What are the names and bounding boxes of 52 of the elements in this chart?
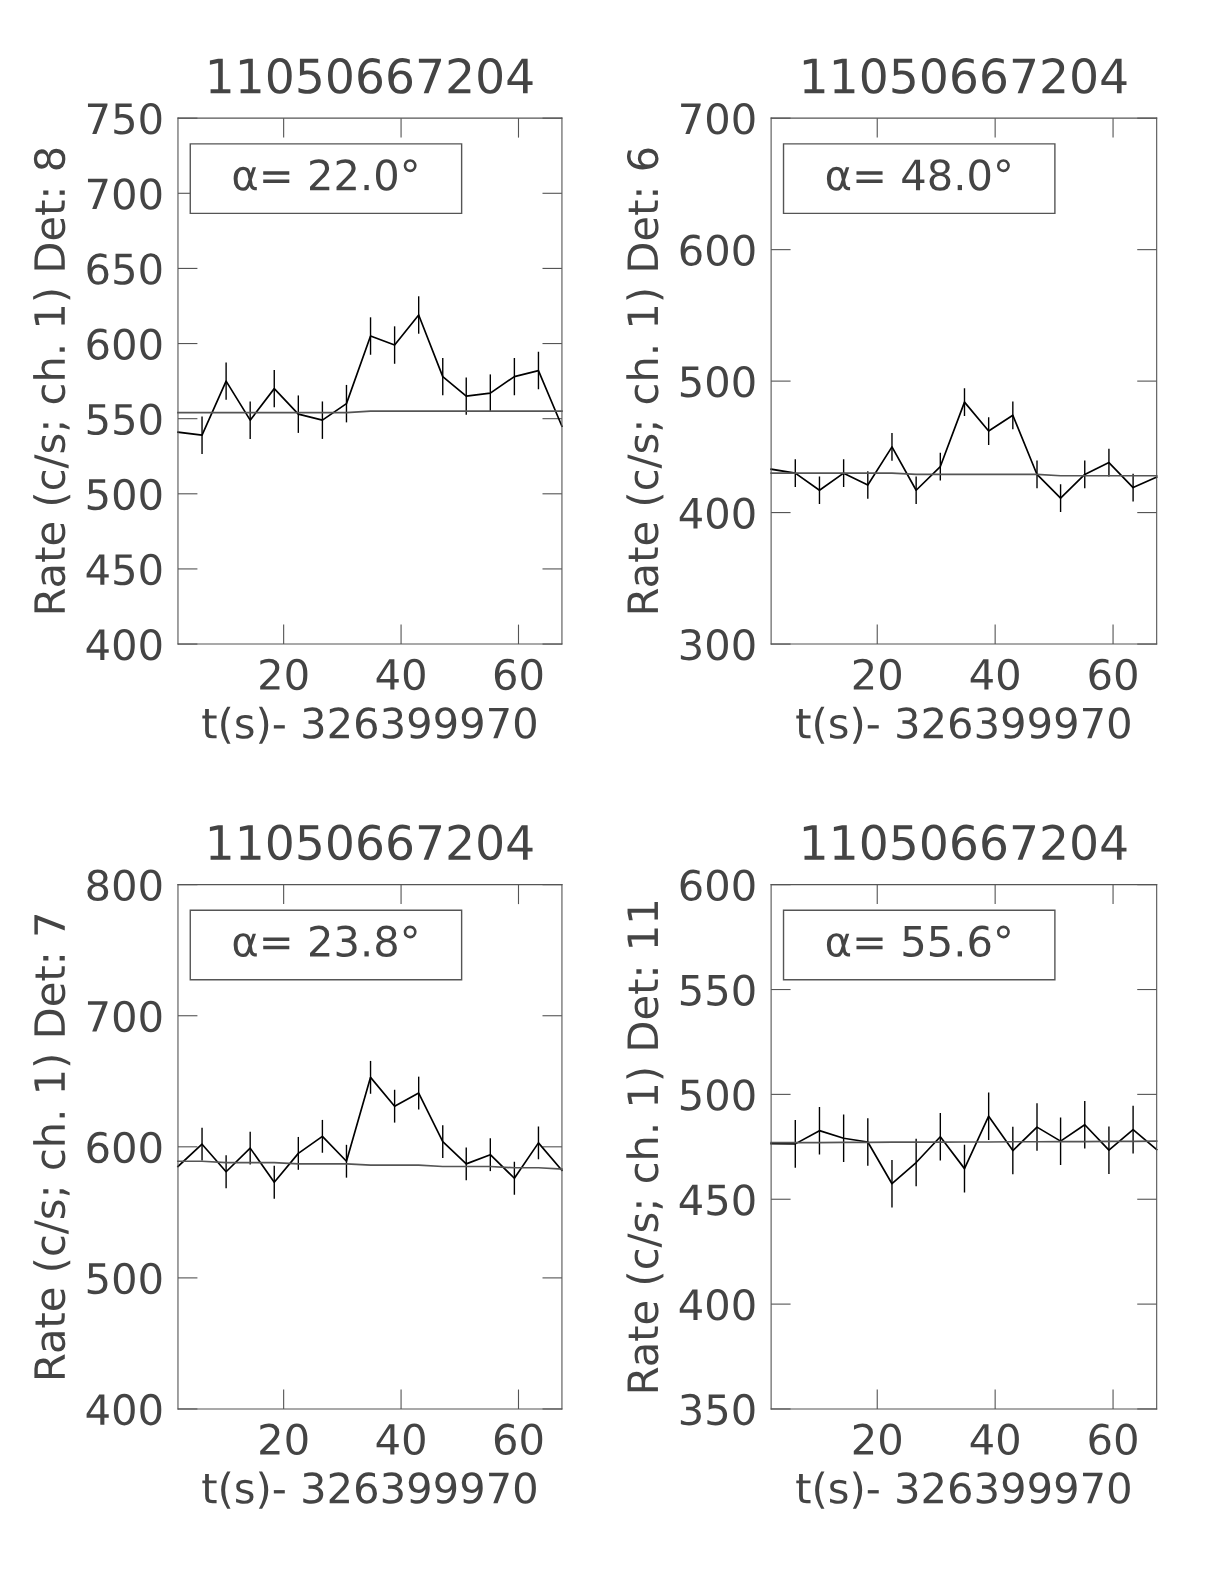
y-tick-label: 350 — [680, 1393, 755, 1426]
y-tick-label: 500 — [680, 1079, 755, 1111]
chart-title: 11050667204 — [209, 58, 533, 94]
y-tick-label: 700 — [87, 178, 162, 210]
y-tick-label: 600 — [87, 1131, 162, 1164]
y-tick-label: 300 — [680, 628, 755, 661]
y-axis-title: Rate (c/s; ch. 1) Det: 7 — [33, 915, 71, 1379]
x-tick-label: 20 — [260, 1423, 308, 1456]
x-tick-label: 40 — [970, 1423, 1019, 1456]
y-tick-label: 600 — [680, 234, 755, 267]
x-tick-label: 60 — [1089, 1423, 1137, 1456]
x-tick-label: 20 — [853, 658, 901, 691]
y-tick-label: 400 — [679, 497, 755, 529]
y-axis-title: Rate (c/s; ch. 1) Det: 8 — [33, 148, 71, 613]
y-tick-label: 700 — [681, 103, 755, 135]
x-tick-label: 20 — [260, 658, 308, 691]
y-tick-label: 750 — [87, 103, 162, 135]
x-tick-label: 40 — [376, 658, 425, 691]
y-tick-label: 400 — [86, 628, 162, 661]
y-tick-label: 500 — [87, 1262, 162, 1295]
y-tick-label: 400 — [679, 1289, 755, 1321]
x-tick-label: 40 — [376, 1423, 425, 1456]
y-tick-label: 550 — [87, 403, 162, 436]
chart-title: 11050667204 — [803, 824, 1127, 861]
y-tick-label: 500 — [87, 478, 162, 511]
annotation: α= 22.0° — [233, 159, 417, 191]
y-tick-label: 600 — [87, 328, 162, 360]
x-axis-title: t(s)- 326399970 — [796, 1471, 1130, 1509]
x-tick-label: 20 — [853, 1423, 901, 1456]
y-axis-title: Rate (c/s; ch. 1) Det: 6 — [626, 148, 664, 613]
x-tick-label: 60 — [494, 1423, 543, 1456]
annotation: α= 48.0° — [826, 159, 1010, 191]
annotation: α= 23.8° — [233, 925, 417, 958]
y-tick-label: 500 — [680, 366, 755, 398]
x-axis-title: t(s)- 326399970 — [796, 706, 1130, 744]
y-tick-label: 450 — [86, 553, 162, 586]
x-tick-label: 60 — [494, 658, 543, 691]
y-tick-label: 700 — [87, 1000, 162, 1033]
y-axis-title: Rate (c/s; ch. 1) Det: 11 — [626, 902, 664, 1392]
y-tick-label: 650 — [87, 253, 162, 285]
y-tick-label: 400 — [86, 1393, 162, 1426]
chart-title: 11050667204 — [803, 58, 1127, 94]
y-tick-label: 600 — [680, 869, 755, 902]
y-tick-label: 450 — [679, 1184, 755, 1216]
y-tick-label: 550 — [680, 974, 755, 1006]
x-axis-title: t(s)- 326399970 — [202, 706, 536, 744]
annotation: α= 55.6° — [826, 925, 1010, 958]
x-tick-label: 60 — [1089, 658, 1137, 691]
x-axis-title: t(s)- 326399970 — [202, 1471, 536, 1509]
x-tick-label: 40 — [970, 658, 1019, 691]
y-tick-label: 800 — [87, 869, 162, 902]
chart-title: 11050667204 — [209, 824, 533, 861]
